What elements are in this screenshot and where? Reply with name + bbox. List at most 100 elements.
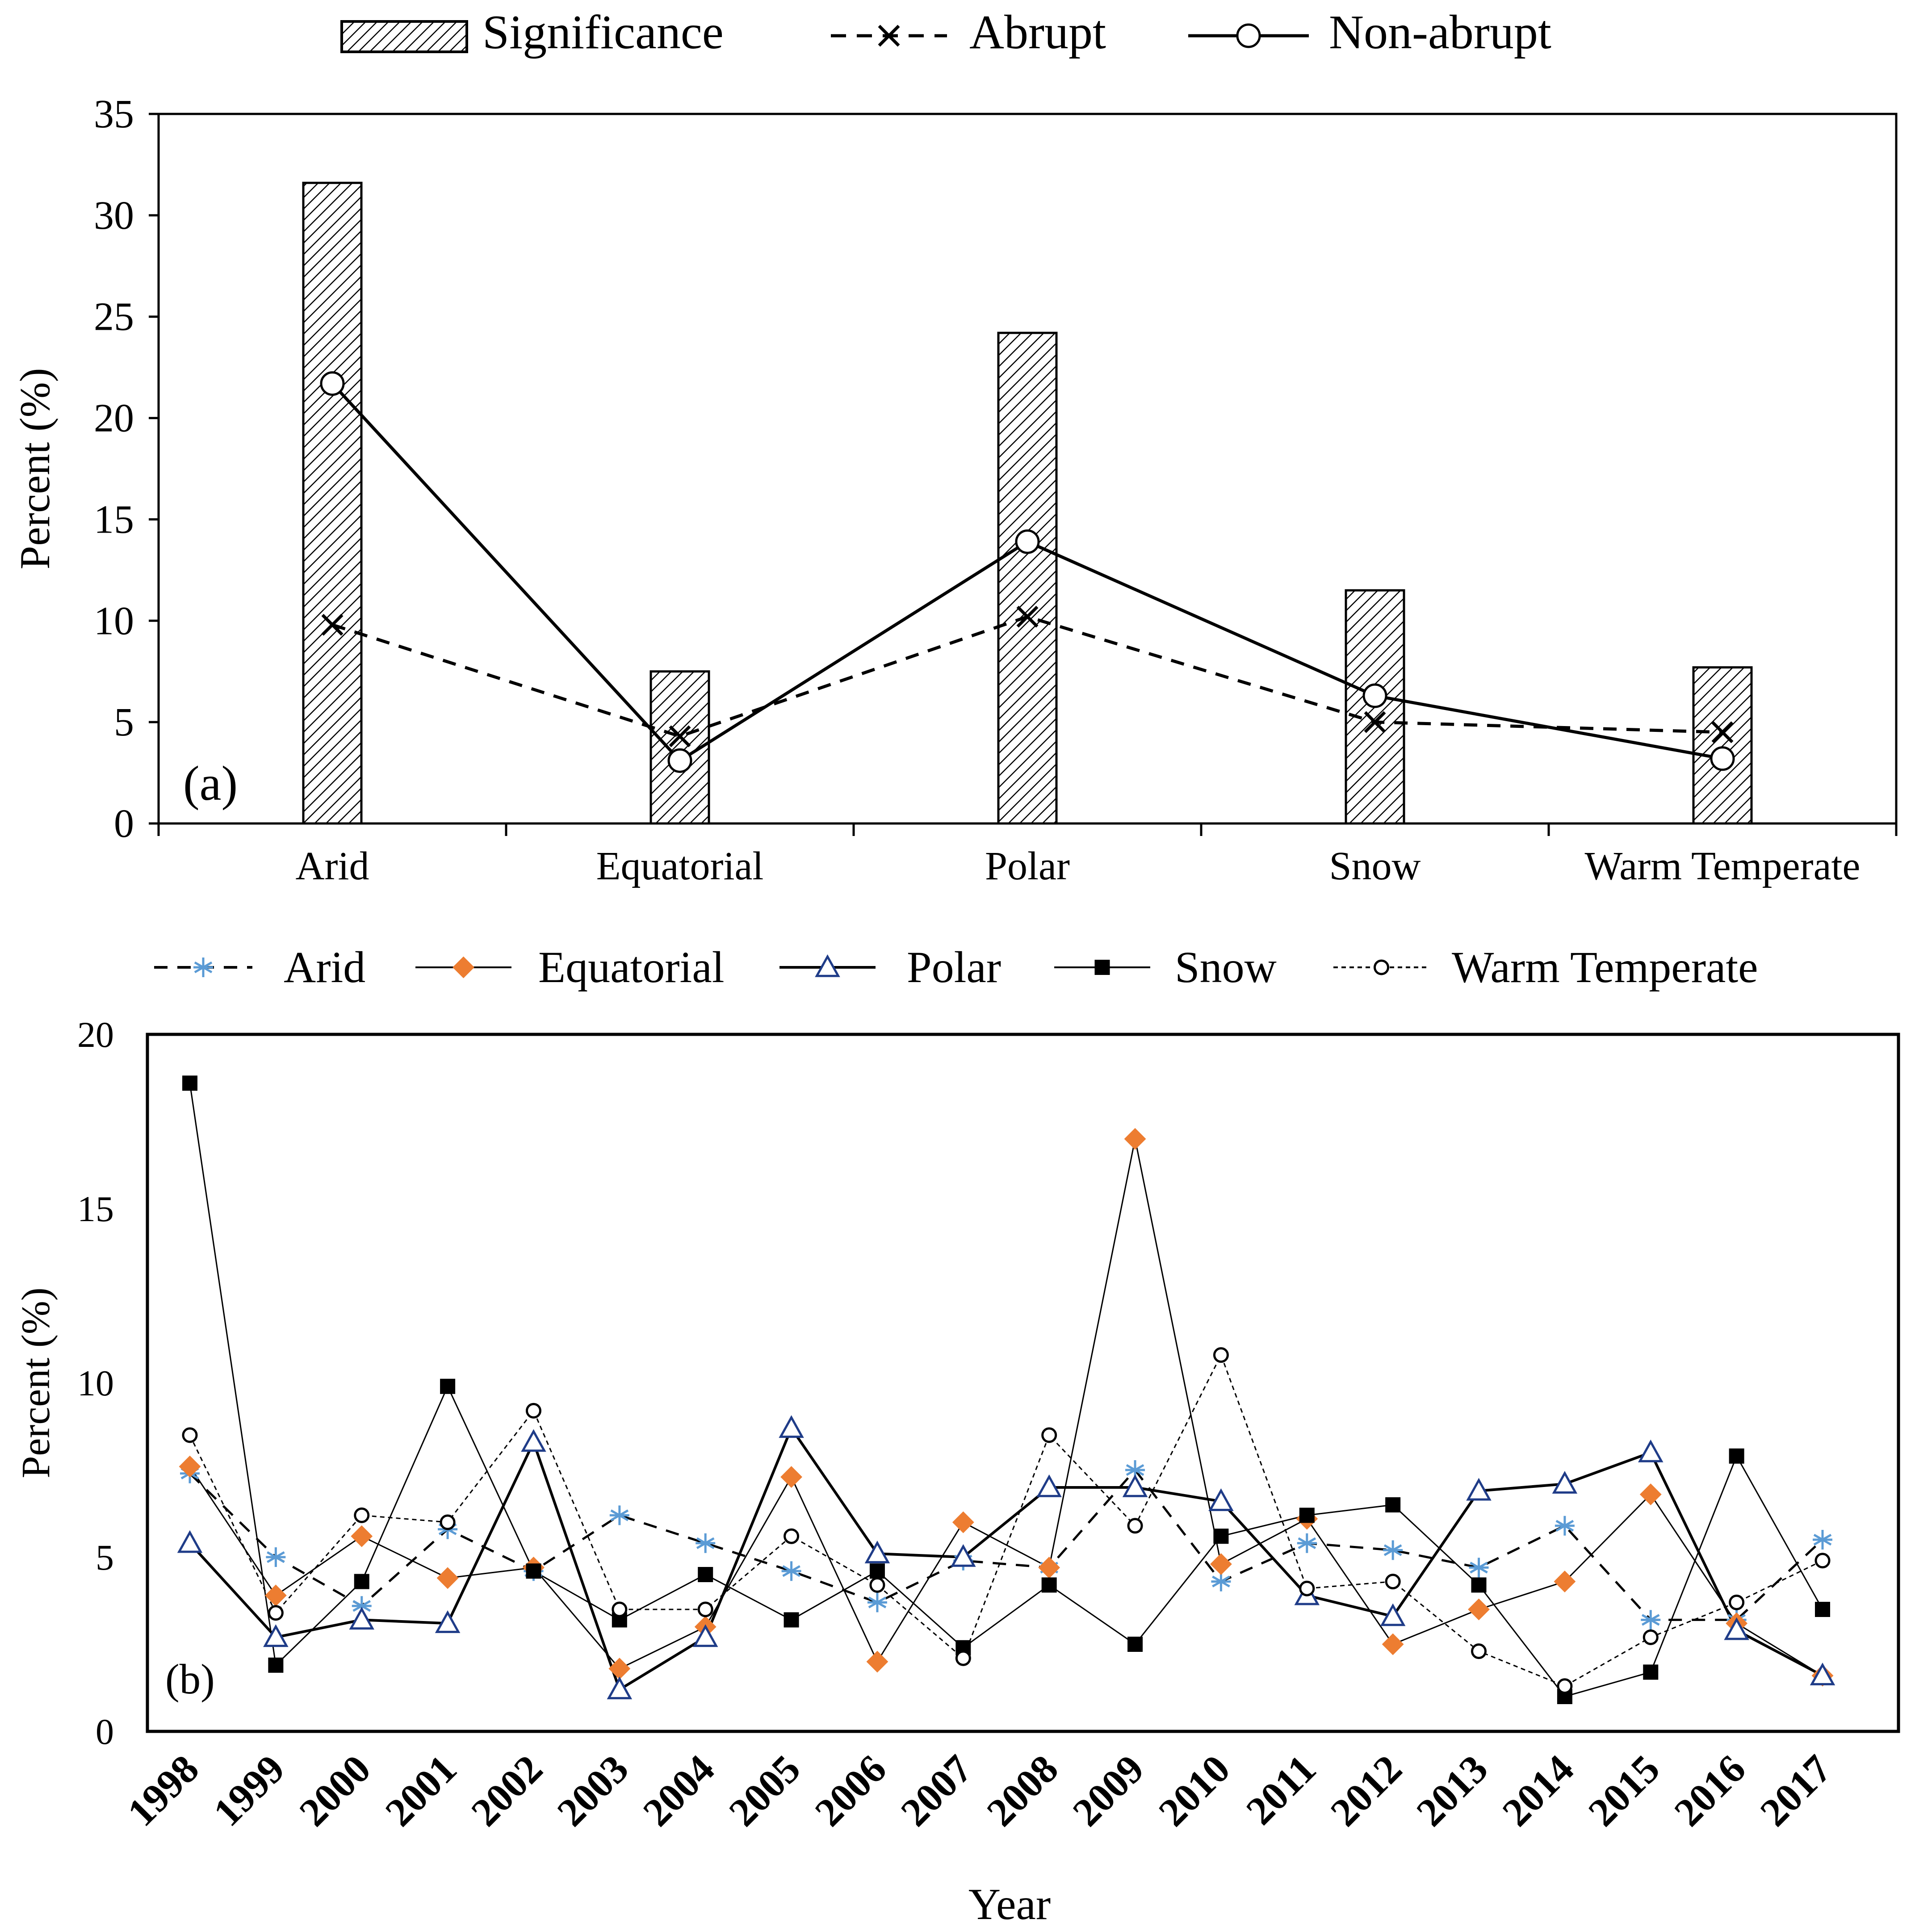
point-warm-temperate-2011-shape: [1299, 1580, 1315, 1596]
point-polar-1998: [177, 1530, 203, 1553]
point-equatorial-2006-shape: [866, 1651, 888, 1673]
point-polar-2001-shape: [435, 1610, 461, 1633]
point-non-abrupt-polar: [1015, 529, 1040, 554]
point-non-abrupt-snow: [1362, 683, 1387, 708]
point-polar-2010-shape: [1208, 1488, 1234, 1511]
legend-snow-marker-shape: [1094, 960, 1110, 975]
point-non-abrupt-warm-temperate-shape: [1710, 746, 1735, 771]
point-equatorial-2008-shape: [1038, 1556, 1060, 1579]
legend-arid-marker: [193, 958, 213, 977]
point-warm-temperate-2001-shape: [440, 1514, 456, 1530]
point-arid-2011: [1297, 1533, 1317, 1553]
point-abrupt-arid: [321, 613, 344, 636]
point-warm-temperate-2015: [1643, 1629, 1659, 1645]
point-polar-2004: [692, 1624, 718, 1647]
legend-non-abrupt-label: Non-abrupt: [1329, 6, 1551, 59]
point-polar-2005-shape: [779, 1415, 804, 1438]
bar-significance-arid: [302, 181, 363, 825]
point-snow-2009: [1127, 1637, 1143, 1652]
point-non-abrupt-arid: [320, 371, 345, 396]
point-arid-1999: [266, 1547, 286, 1567]
point-warm-temperate-2007-shape: [955, 1650, 971, 1666]
point-warm-temperate-2003-shape: [612, 1601, 628, 1617]
panel-a-y-tick-label: 5: [114, 700, 134, 744]
point-snow-2001-shape: [440, 1378, 456, 1394]
point-snow-2010-shape: [1213, 1529, 1229, 1544]
point-snow-2015: [1643, 1664, 1659, 1680]
panel-b-x-tick-label-2005: 2005: [721, 1747, 809, 1835]
point-equatorial-2009-shape: [1124, 1128, 1146, 1150]
point-equatorial-2012: [1382, 1633, 1404, 1655]
point-polar-2003-shape: [607, 1676, 633, 1700]
legend-non-abrupt-marker-shape: [1236, 23, 1261, 48]
point-warm-temperate-2014: [1557, 1678, 1573, 1694]
legend-polar-marker-shape: [815, 954, 840, 977]
panel-b-y-tick-label: 15: [77, 1189, 114, 1229]
panel-b-x-tick-label-2010: 2010: [1150, 1747, 1238, 1835]
panel-a-y-tick-label: 30: [94, 193, 134, 238]
point-warm-temperate-2017: [1814, 1553, 1831, 1569]
panel-a-chart: Significance Abrupt Non-abrupt 0 5 10 15 20 25 30…: [11, 6, 1898, 888]
panel-a-y-axis-label: Percent (%): [11, 368, 59, 569]
panel-a-label: (a): [183, 756, 238, 811]
point-equatorial-2003: [608, 1658, 631, 1680]
point-snow-2011: [1299, 1508, 1315, 1523]
point-equatorial-2013-shape: [1468, 1598, 1490, 1621]
panel-a-y-tick-label: 15: [94, 497, 134, 542]
point-polar-2004-shape: [692, 1624, 718, 1647]
point-snow-2015-shape: [1643, 1664, 1659, 1680]
point-equatorial-2006: [866, 1651, 888, 1673]
line-snow: [189, 1083, 1823, 1697]
panel-b-x-tick-label-2007: 2007: [893, 1747, 981, 1835]
point-polar-2003: [607, 1676, 633, 1700]
point-polar-2016-shape: [1724, 1617, 1749, 1640]
legend-equatorial-label: Equatorial: [538, 942, 725, 992]
point-arid-2005: [781, 1561, 801, 1581]
legend-non-abrupt-marker: [1236, 23, 1261, 48]
point-warm-temperate-2004: [697, 1601, 713, 1617]
legend-polar-label: Polar: [907, 942, 1001, 992]
panel-b-x-axis-label: Year: [968, 1879, 1051, 1929]
point-warm-temperate-1998: [182, 1427, 198, 1443]
point-snow-1999: [268, 1657, 284, 1673]
point-warm-temperate-2001: [440, 1514, 456, 1530]
point-snow-2001: [440, 1378, 456, 1394]
point-equatorial-2003-shape: [608, 1658, 631, 1680]
panel-b-x-tick-label-2012: 2012: [1322, 1747, 1410, 1835]
point-equatorial-2000-shape: [351, 1525, 373, 1547]
point-polar-2017-shape: [1810, 1663, 1835, 1685]
point-snow-1999-shape: [268, 1657, 284, 1673]
point-warm-temperate-2008-shape: [1041, 1427, 1057, 1443]
legend-abrupt-marker: [878, 25, 900, 47]
point-warm-temperate-2017-shape: [1814, 1553, 1831, 1569]
point-snow-2017-shape: [1815, 1602, 1830, 1617]
point-arid-2014: [1555, 1516, 1575, 1536]
panel-a-x-tick-label-arid: Arid: [296, 844, 369, 888]
legend-equatorial-marker-shape: [453, 956, 474, 979]
point-snow-2000: [354, 1574, 369, 1589]
point-warm-temperate-2016: [1729, 1594, 1745, 1610]
point-abrupt-arid-stroke2: [321, 613, 344, 636]
point-snow-2013: [1471, 1577, 1487, 1593]
point-snow-2004-shape: [698, 1567, 713, 1582]
point-arid-2004: [696, 1533, 716, 1553]
line-polar: [189, 1425, 1823, 1692]
point-polar-2012-shape: [1380, 1603, 1406, 1626]
point-polar-2014: [1552, 1471, 1578, 1494]
point-warm-temperate-2003: [612, 1601, 628, 1617]
legend-abrupt-marker-stroke2: [878, 25, 900, 47]
point-equatorial-2014: [1554, 1571, 1576, 1593]
point-snow-2005: [784, 1612, 799, 1628]
point-non-abrupt-polar-shape: [1015, 529, 1040, 554]
point-polar-2007-shape: [951, 1544, 976, 1567]
point-equatorial-2007: [952, 1511, 974, 1533]
point-polar-2007: [951, 1544, 976, 1567]
point-abrupt-polar-stroke2: [1016, 605, 1039, 628]
panel-b-x-tick-label-2006: 2006: [807, 1747, 895, 1835]
point-snow-2008-shape: [1041, 1577, 1057, 1593]
point-polar-2009: [1122, 1474, 1148, 1497]
point-non-abrupt-arid-shape: [320, 371, 345, 396]
bar-significance-polar: [997, 332, 1058, 825]
point-snow-2012: [1385, 1497, 1401, 1512]
legend-warm-temperate-marker: [1374, 959, 1389, 975]
